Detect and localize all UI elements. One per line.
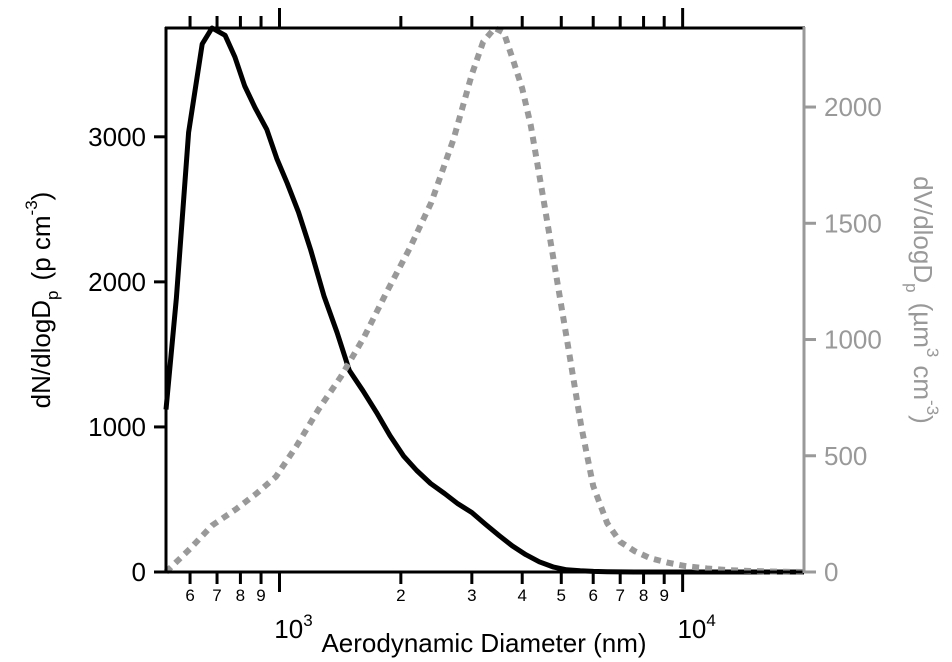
x-major-tick-exp: 3 (303, 611, 312, 630)
y-right-label-sub: p (902, 283, 921, 292)
x-minor-tick-label: 9 (256, 586, 265, 605)
y-left-label-unit: (p cm (26, 215, 56, 280)
series-line-dn (163, 25, 804, 575)
x-major-tick-label: 104 (677, 611, 715, 644)
x-ticks-top (188, 8, 685, 28)
y-left-tick-label: 2000 (88, 267, 146, 297)
y-right-ticks: 0 500 1000 1500 2000 (804, 92, 882, 587)
y-left-label-main: dN/dlogD (26, 300, 56, 408)
series-layer (163, 25, 805, 575)
y-left-tick-label: 0 (132, 557, 146, 587)
y-right-label-close: ) (908, 415, 938, 424)
y-left-tick-label: 3000 (88, 122, 146, 152)
x-minor-tick-label: 6 (588, 586, 597, 605)
y-right-label-mid: cm (908, 365, 938, 400)
x-major-tick-exp: 4 (706, 611, 715, 630)
x-minor-tick-label: 3 (467, 586, 476, 605)
x-major-tick-base: 10 (677, 614, 706, 644)
y-right-tick-label: 1500 (824, 208, 882, 238)
y-right-tick-label: 500 (824, 441, 867, 471)
y-left-label-sub: p (43, 290, 62, 299)
x-minor-tick-label: 8 (639, 586, 648, 605)
x-minor-tick-label: 6 (185, 586, 194, 605)
y-left-label-close: ) (26, 192, 56, 201)
y-right-tick-label: 1000 (824, 325, 882, 355)
y-right-axis-label: dV/dlogDp (µm3 cm-3) (902, 176, 942, 424)
y-left-ticks: 0 1000 2000 3000 (88, 122, 166, 587)
y-left-axis-label: dN/dlogDp (p cm-3) (22, 192, 62, 409)
y-right-tick-label: 0 (824, 557, 838, 587)
x-minor-tick-label: 8 (236, 586, 245, 605)
y-left-tick-label: 1000 (88, 412, 146, 442)
y-right-label-main: dV/dlogD (908, 176, 938, 283)
x-minor-tick-label: 4 (517, 586, 526, 605)
x-minor-tick-label: 7 (615, 586, 624, 605)
y-right-tick-label: 2000 (824, 92, 882, 122)
x-minor-tick-label: 9 (659, 586, 668, 605)
y-right-label-exp1: 3 (923, 348, 942, 357)
y-right-label-exp2: -3 (923, 400, 942, 415)
x-minor-tick-label: 2 (396, 586, 405, 605)
x-major-tick-base: 10 (274, 614, 303, 644)
x-minor-tick-label: 7 (212, 586, 221, 605)
x-axis-label: Aerodynamic Diameter (nm) (321, 628, 646, 658)
y-left-label-exp: -3 (22, 200, 41, 215)
series-line-dv (163, 25, 805, 575)
x-major-tick-label: 103 (274, 611, 312, 644)
x-minor-tick-label: 5 (557, 586, 566, 605)
y-right-label-unit: (µm (908, 303, 938, 348)
